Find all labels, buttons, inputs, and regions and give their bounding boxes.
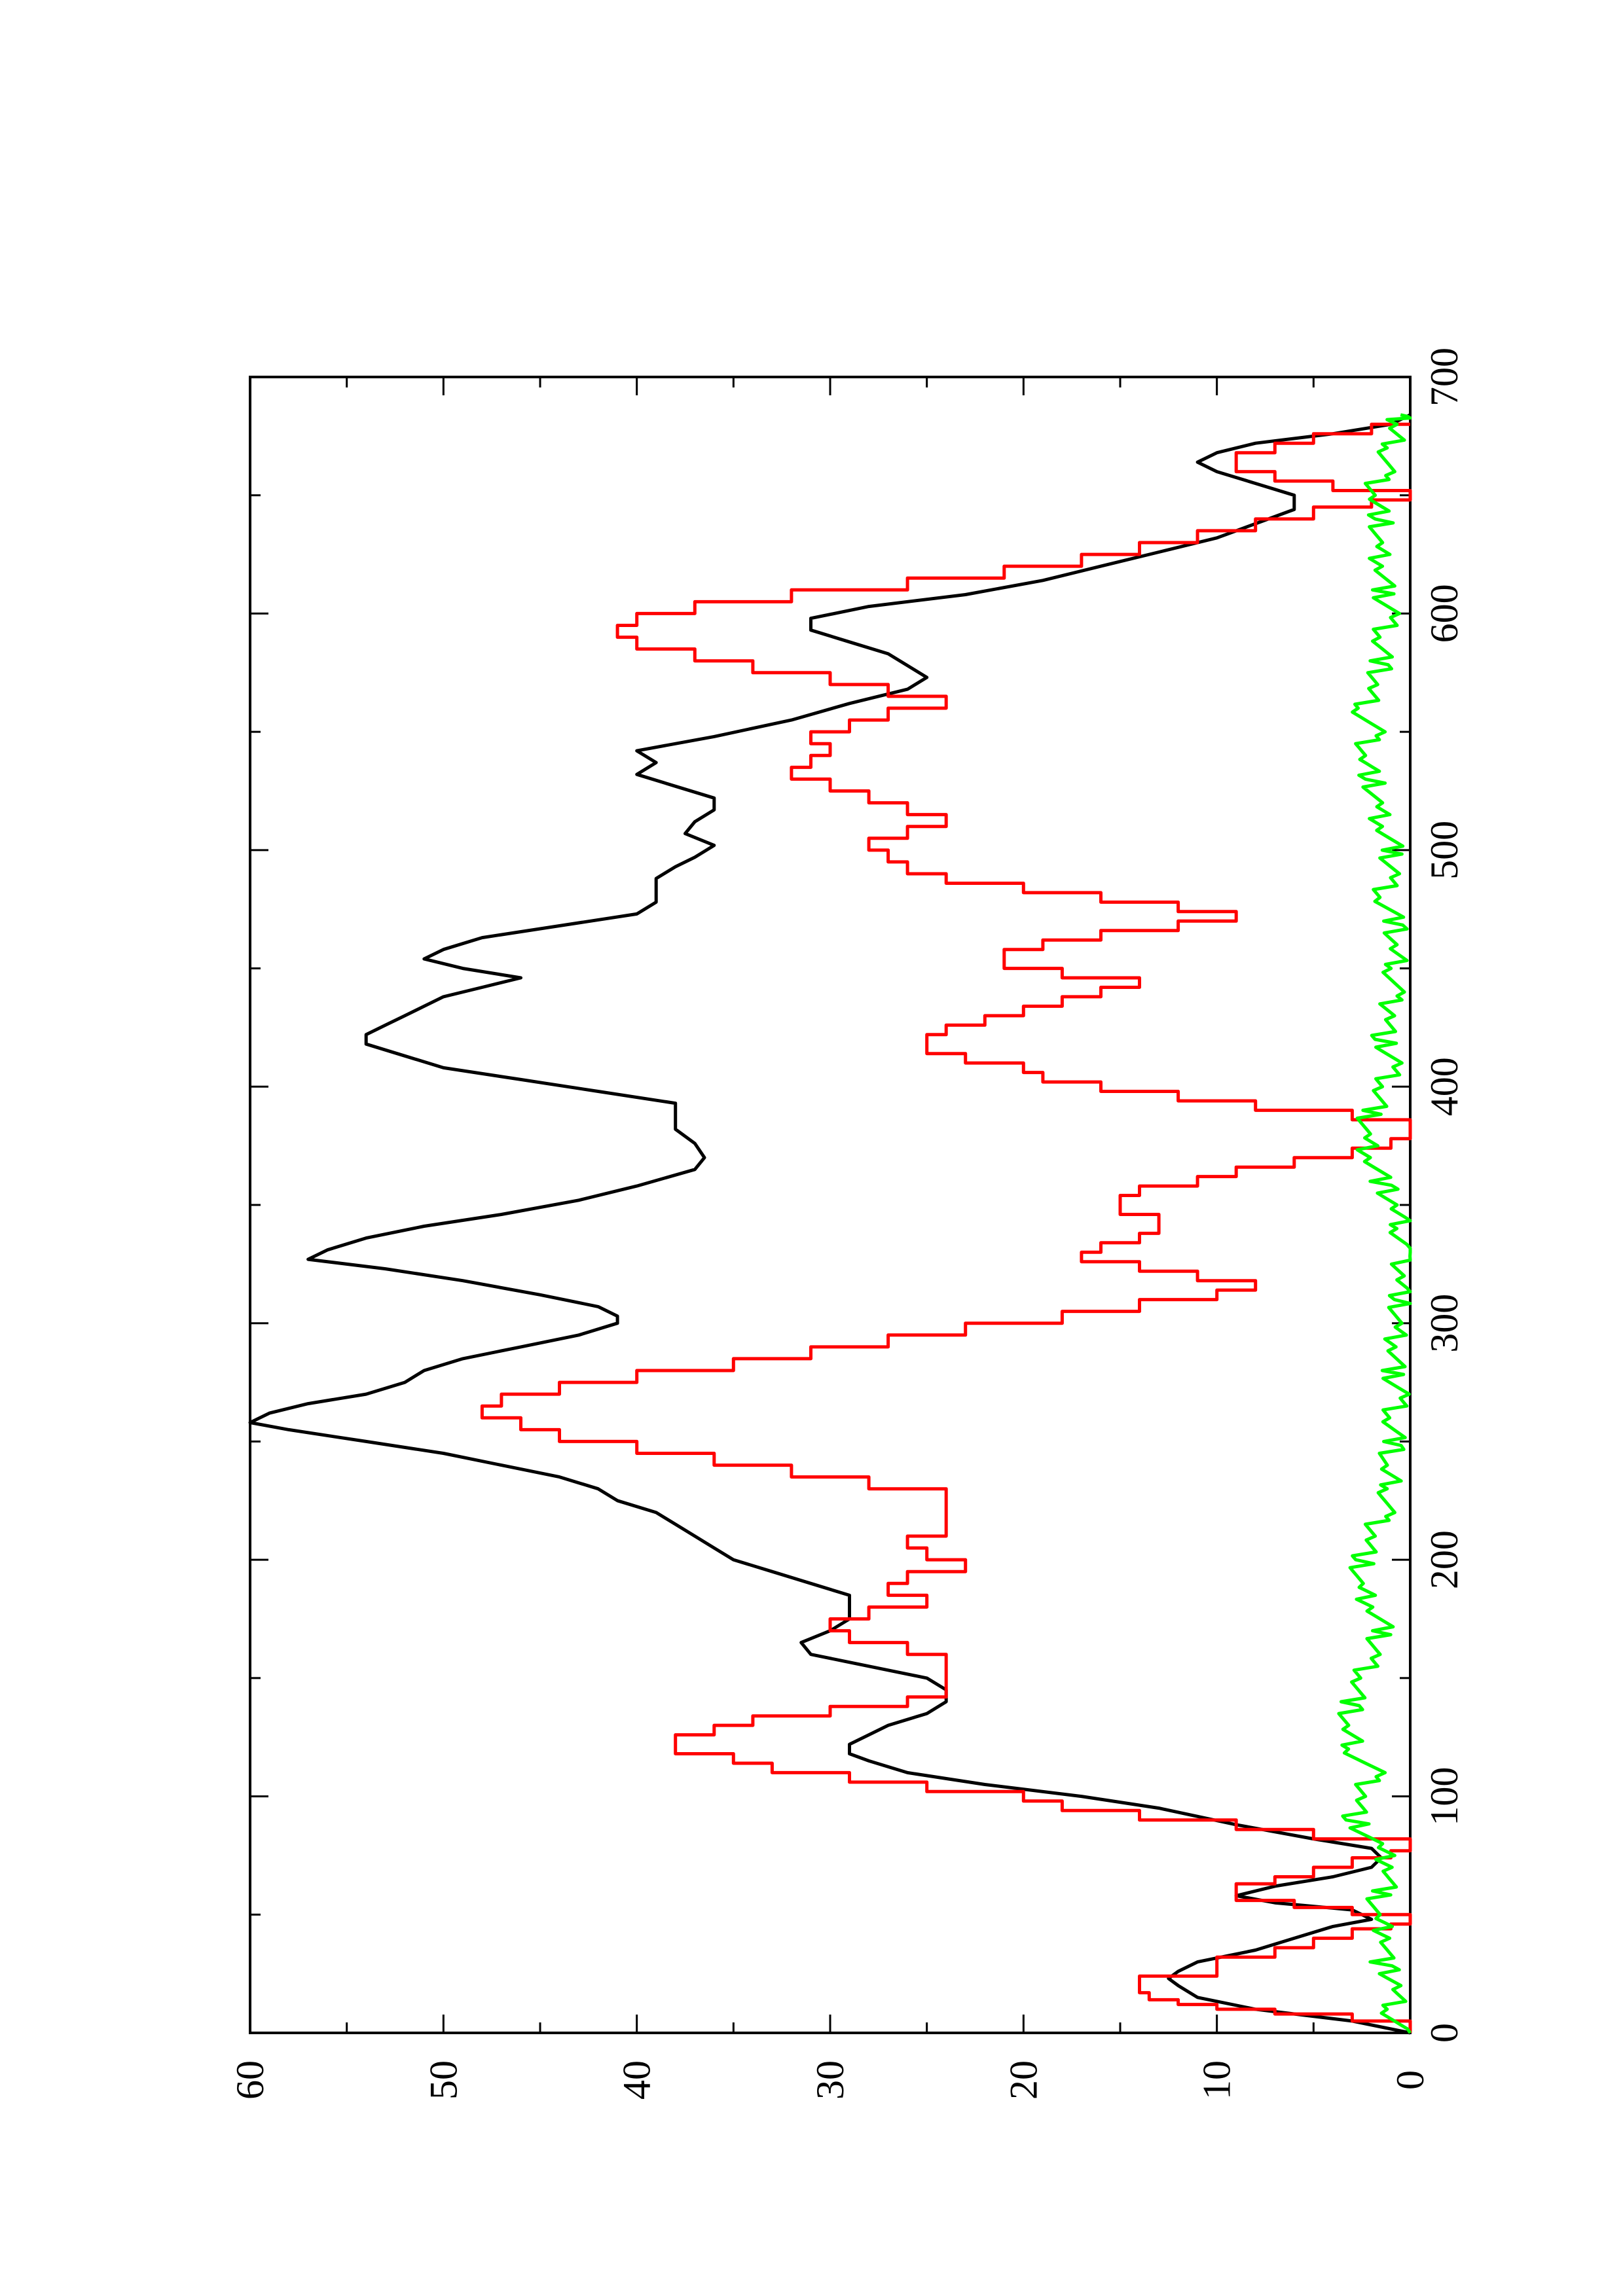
axis-ticks bbox=[249, 376, 1412, 2034]
x-tick-label: 400 bbox=[1423, 1057, 1466, 1116]
y-tick-label: 10 bbox=[1195, 2060, 1239, 2100]
x-tick-label: 700 bbox=[1423, 348, 1466, 406]
x-tick-label: 300 bbox=[1423, 1294, 1466, 1353]
y-tick-label: 0 bbox=[1389, 2070, 1432, 2090]
y-tick-label: 60 bbox=[228, 2060, 272, 2100]
x-tick-label: 200 bbox=[1423, 1530, 1466, 1589]
y-tick-label: 40 bbox=[615, 2060, 659, 2100]
series-line-3 bbox=[1337, 413, 1412, 2034]
plot-frame bbox=[249, 376, 1412, 2034]
x-tick-label: 100 bbox=[1423, 1767, 1466, 1826]
series-layer bbox=[248, 413, 1412, 2035]
x-tick-label: 0 bbox=[1423, 2023, 1466, 2043]
x-tick-label: 600 bbox=[1423, 584, 1466, 643]
x-tick-label: 500 bbox=[1423, 821, 1466, 880]
y-tick-label: 30 bbox=[809, 2060, 852, 2100]
axis-tick-labels: 0 100 200 300 400 500 600 700 0 10 20 30 40 50 60 bbox=[228, 348, 1466, 2100]
y-tick-label: 50 bbox=[422, 2060, 465, 2100]
y-tick-label: 20 bbox=[1002, 2060, 1045, 2100]
series-line-2 bbox=[480, 422, 1412, 2033]
series-line-1 bbox=[248, 413, 1412, 2035]
